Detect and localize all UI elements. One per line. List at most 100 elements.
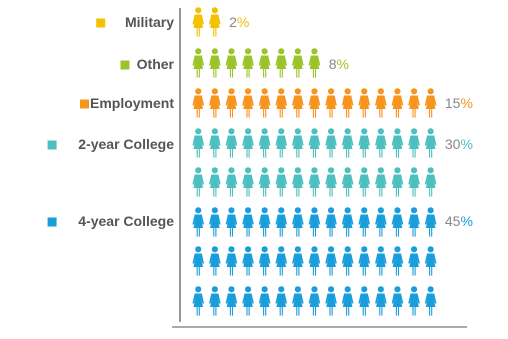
person-icon bbox=[292, 167, 304, 197]
person-icon bbox=[341, 207, 354, 237]
person-icon bbox=[242, 207, 254, 237]
band-4-year-college: 4-year College 45% bbox=[47, 207, 473, 316]
person-icon bbox=[408, 128, 420, 158]
person-icon bbox=[408, 246, 420, 276]
person-icon bbox=[341, 88, 354, 118]
band-military: Military 2% bbox=[96, 7, 249, 37]
person-icon bbox=[325, 207, 337, 237]
person-icon bbox=[391, 286, 404, 316]
person-icon bbox=[258, 167, 271, 197]
person-icon bbox=[209, 207, 221, 237]
person-icon bbox=[292, 286, 304, 316]
person-icon bbox=[209, 7, 221, 37]
value-label: 8% bbox=[329, 56, 349, 72]
person-icon bbox=[275, 48, 288, 78]
person-icon bbox=[325, 88, 337, 118]
person-icon bbox=[424, 88, 437, 118]
legend-swatch bbox=[96, 18, 106, 28]
person-icon bbox=[225, 167, 238, 197]
person-icon bbox=[242, 246, 254, 276]
person-icon bbox=[275, 167, 288, 197]
person-icon bbox=[375, 88, 387, 118]
person-icon bbox=[308, 246, 321, 276]
person-icon bbox=[358, 88, 371, 118]
person-icon bbox=[424, 167, 437, 197]
person-icon bbox=[258, 128, 271, 158]
legend-swatch bbox=[47, 217, 57, 227]
person-icon bbox=[375, 207, 387, 237]
person-icon bbox=[275, 207, 288, 237]
person-icon bbox=[408, 167, 420, 197]
person-icon bbox=[192, 48, 205, 78]
legend-swatch bbox=[47, 140, 57, 150]
person-icon bbox=[225, 246, 238, 276]
person-icon bbox=[341, 128, 354, 158]
value-label: 15% bbox=[445, 95, 473, 111]
person-icon bbox=[408, 286, 420, 316]
person-icon bbox=[341, 246, 354, 276]
person-icon bbox=[308, 207, 321, 237]
person-icon bbox=[275, 246, 288, 276]
person-icon bbox=[192, 246, 205, 276]
category-bands: Military 2% Other 8% Employment 15% 2-year Col… bbox=[47, 7, 473, 316]
person-icon bbox=[408, 88, 420, 118]
category-label: 4-year College bbox=[78, 213, 174, 229]
person-icon bbox=[209, 128, 221, 158]
person-icon bbox=[258, 286, 271, 316]
person-icon bbox=[325, 128, 337, 158]
person-icon bbox=[192, 7, 205, 37]
person-icon bbox=[209, 286, 221, 316]
category-label: Other bbox=[137, 56, 175, 72]
person-icon bbox=[225, 207, 238, 237]
person-icon bbox=[292, 207, 304, 237]
person-icon bbox=[242, 286, 254, 316]
person-icon bbox=[391, 88, 404, 118]
person-icon bbox=[424, 246, 437, 276]
band-employment: Employment 15% bbox=[80, 88, 473, 118]
person-icon bbox=[341, 286, 354, 316]
person-icon bbox=[358, 128, 371, 158]
person-icon bbox=[375, 246, 387, 276]
person-icon bbox=[209, 48, 221, 78]
person-icon bbox=[308, 48, 321, 78]
person-icon bbox=[192, 88, 205, 118]
person-icon bbox=[242, 88, 254, 118]
person-icon bbox=[242, 48, 254, 78]
person-icon bbox=[424, 207, 437, 237]
value-label: 30% bbox=[445, 136, 473, 152]
person-icon bbox=[242, 128, 254, 158]
person-icon bbox=[391, 207, 404, 237]
person-icon bbox=[358, 167, 371, 197]
value-label: 2% bbox=[229, 14, 249, 30]
value-label: 45% bbox=[445, 213, 473, 229]
person-icon bbox=[391, 167, 404, 197]
category-label: 2-year College bbox=[78, 136, 174, 152]
person-icon bbox=[209, 88, 221, 118]
person-icon bbox=[358, 246, 371, 276]
person-icon bbox=[325, 167, 337, 197]
person-icon bbox=[375, 286, 387, 316]
person-icon bbox=[209, 246, 221, 276]
person-icon bbox=[225, 286, 238, 316]
person-icon bbox=[358, 207, 371, 237]
person-icon bbox=[292, 48, 304, 78]
person-icon bbox=[424, 286, 437, 316]
person-icon bbox=[358, 286, 371, 316]
person-icon bbox=[308, 128, 321, 158]
person-icon bbox=[292, 88, 304, 118]
person-icon bbox=[391, 128, 404, 158]
person-icon bbox=[391, 246, 404, 276]
person-icon bbox=[308, 88, 321, 118]
person-icon bbox=[325, 286, 337, 316]
person-icon bbox=[225, 48, 238, 78]
person-icon bbox=[209, 167, 221, 197]
person-icon bbox=[325, 246, 337, 276]
person-icon bbox=[308, 167, 321, 197]
person-icon bbox=[424, 128, 437, 158]
band-2-year-college: 2-year College 30% bbox=[47, 128, 473, 197]
category-label: Employment bbox=[90, 95, 174, 111]
category-label: Military bbox=[125, 14, 174, 30]
person-icon bbox=[375, 167, 387, 197]
person-icon bbox=[192, 128, 205, 158]
